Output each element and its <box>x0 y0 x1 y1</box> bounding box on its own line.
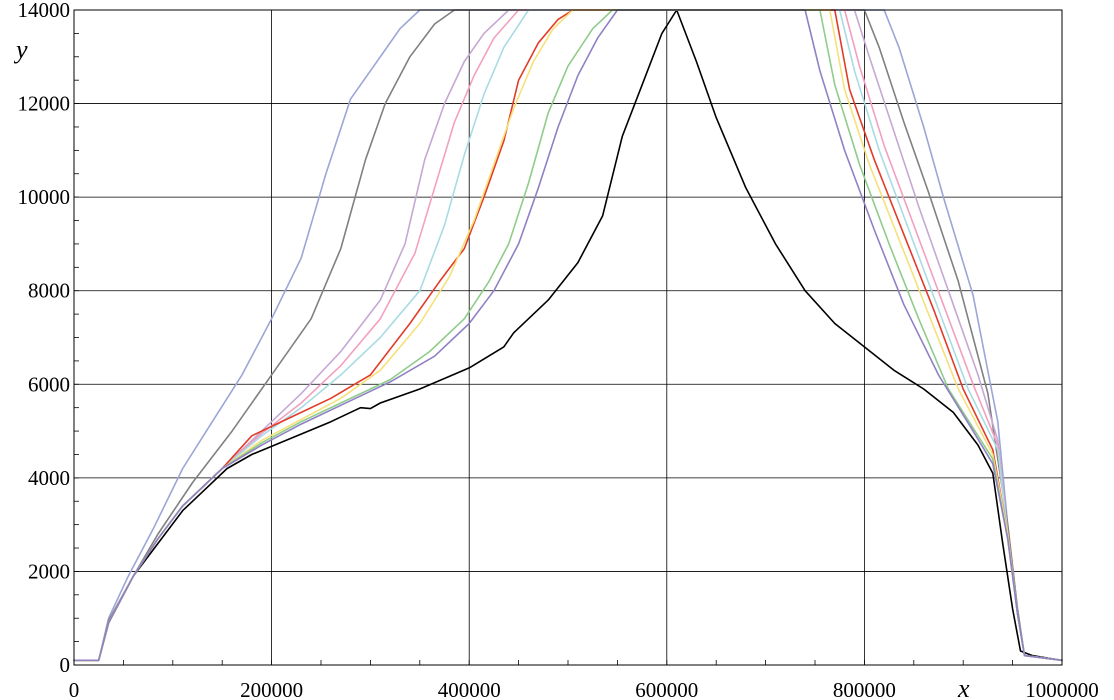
series-line-8 <box>73 9 1063 662</box>
y-tick-labels: 0 2000 4000 6000 8000 10000 12000 14000 <box>18 0 71 677</box>
series-line-5 <box>73 9 1063 662</box>
x-tick-labels: 0 200000 400000 600000 800000 1000000 <box>69 678 1099 700</box>
y-tick-label: 10000 <box>18 185 71 209</box>
y-tick-label: 12000 <box>18 92 71 116</box>
series-line-7 <box>73 9 1063 662</box>
series-line-1 <box>73 9 1063 662</box>
series-line-3 <box>73 9 1063 662</box>
x-tick-label: 800000 <box>833 678 896 700</box>
y-tick-label: 14000 <box>18 0 71 22</box>
x-axis-label: x <box>957 674 970 700</box>
x-tick-label: 600000 <box>635 678 698 700</box>
x-tick-label: 0 <box>69 678 80 700</box>
y-tick-label: 8000 <box>28 279 70 303</box>
x-tick-label: 400000 <box>438 678 501 700</box>
series-line-2 <box>73 9 1063 662</box>
x-tick-label: 1000000 <box>1025 678 1099 700</box>
plot-frame <box>73 9 1063 666</box>
y-tick-label: 6000 <box>28 372 70 396</box>
series-group <box>73 9 1063 662</box>
grid-lines <box>73 9 1063 666</box>
series-line-6 <box>73 9 1063 662</box>
series-line-10 <box>73 9 1063 662</box>
y-tick-label: 0 <box>60 653 71 677</box>
x-tick-label: 200000 <box>240 678 303 700</box>
series-line-9 <box>73 9 1063 662</box>
series-line-4 <box>73 9 1063 662</box>
y-tick-label: 4000 <box>28 466 70 490</box>
y-tick-label: 2000 <box>28 559 70 583</box>
y-axis-label: y <box>13 35 28 64</box>
